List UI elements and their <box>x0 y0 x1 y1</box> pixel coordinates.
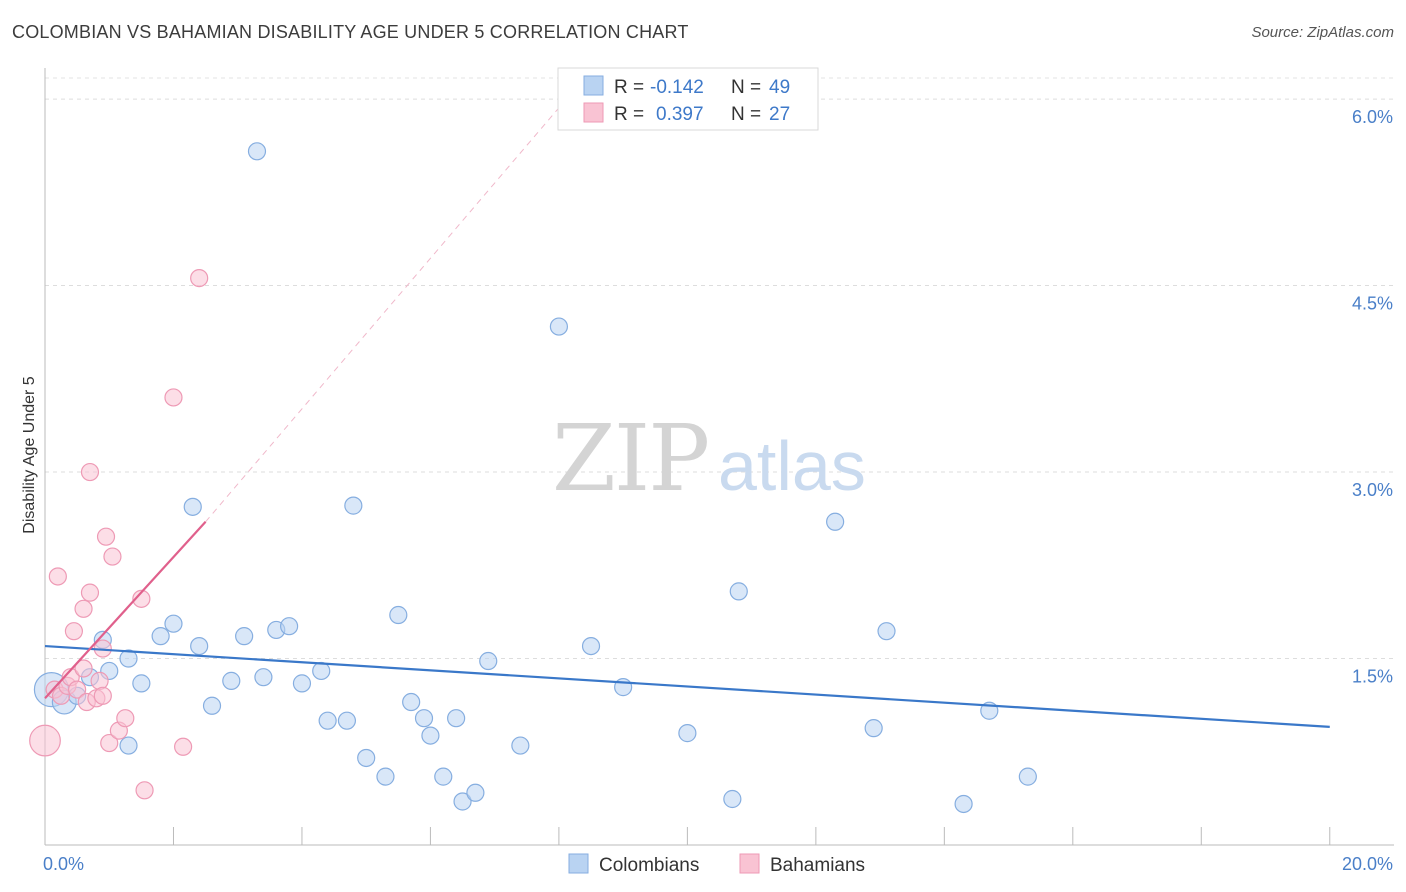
point-colombians <box>190 636 209 656</box>
point-bahamians <box>48 567 67 586</box>
point-bahamians <box>80 583 100 602</box>
point-colombians <box>357 748 376 768</box>
stats-swatch-colombians <box>583 75 604 96</box>
stats-r-value: -0.142 <box>650 77 704 98</box>
point-bahamians <box>103 547 122 566</box>
points-layer <box>29 142 1330 814</box>
trend-layer <box>205 107 560 523</box>
point-bahamians <box>29 724 61 757</box>
point-bahamians <box>132 589 151 608</box>
point-bahamians <box>80 462 100 482</box>
point-bahamians <box>190 269 209 288</box>
legend-label-colombians: Colombians <box>599 855 699 876</box>
point-colombians <box>402 692 421 712</box>
x-tick-label: 0.0% <box>43 854 84 874</box>
point-colombians <box>318 711 337 730</box>
point-colombians <box>453 792 472 811</box>
point-colombians <box>877 622 896 641</box>
point-colombians <box>466 783 485 802</box>
legend-item-bahamians[interactable]: Bahamians <box>739 853 865 876</box>
source-credit: Source: ZipAtlas.com <box>1251 24 1394 41</box>
axis-layer: 1.5% 3.0% 4.5% 6.0% 0.0% 20.0% <box>43 68 1394 874</box>
point-colombians <box>151 627 170 646</box>
legend-swatch-colombians <box>568 853 589 874</box>
point-bahamians <box>96 527 116 546</box>
point-colombians <box>864 719 883 738</box>
y-tick-label: 4.5% <box>1352 294 1393 314</box>
point-colombians <box>826 512 845 531</box>
stats-box: R = -0.142 N = 49 R = 0.397 N = 27 <box>557 67 819 131</box>
grid-layer <box>45 77 1394 660</box>
stats-n-value: 49 <box>769 77 790 98</box>
point-colombians <box>247 142 267 161</box>
legend-label-bahamians: Bahamians <box>770 855 865 876</box>
chart-title: COLOMBIAN VS BAHAMIAN DISABILITY AGE UND… <box>12 22 689 42</box>
point-colombians <box>119 649 138 668</box>
point-colombians <box>312 661 331 681</box>
watermark-atlas: atlas <box>718 427 866 505</box>
point-bahamians <box>68 680 87 699</box>
point-colombians <box>202 696 222 715</box>
stats-row-colombians: R = -0.142 N = 49 <box>583 75 790 98</box>
point-colombians <box>421 726 440 745</box>
point-colombians <box>723 789 742 809</box>
point-colombians <box>235 627 254 646</box>
y-tick-label: 1.5% <box>1352 667 1393 687</box>
point-colombians <box>389 605 408 625</box>
point-colombians <box>1018 767 1037 786</box>
point-colombians <box>376 767 395 786</box>
trend-line-bahamians <box>44 521 207 700</box>
point-bahamians <box>90 671 109 690</box>
trend-line-colombians <box>44 644 1330 728</box>
point-colombians <box>678 724 697 743</box>
point-colombians <box>132 674 151 693</box>
point-colombians <box>549 317 569 336</box>
point-colombians <box>222 671 241 690</box>
point-colombians <box>434 767 453 786</box>
watermark-zip: ZIP <box>552 405 708 512</box>
point-bahamians <box>64 622 84 641</box>
y-tick-label: 3.0% <box>1352 480 1393 500</box>
legend-item-colombians[interactable]: Colombians <box>568 853 699 876</box>
point-colombians <box>164 614 183 633</box>
point-bahamians <box>116 709 135 728</box>
stats-swatch-bahamians <box>583 102 604 123</box>
point-colombians <box>254 668 273 687</box>
point-colombians <box>344 496 363 515</box>
point-colombians <box>954 794 973 814</box>
point-bahamians <box>74 599 93 618</box>
point-bahamians <box>164 388 183 407</box>
point-colombians <box>447 709 466 728</box>
point-colombians <box>183 497 202 516</box>
y-tick-label: 6.0% <box>1352 107 1393 127</box>
point-colombians <box>729 582 748 601</box>
point-colombians <box>337 711 357 730</box>
trend-extension-bahamians <box>205 107 560 523</box>
point-colombians <box>581 636 601 656</box>
point-bahamians <box>135 781 154 800</box>
stats-n-value: 27 <box>769 104 790 125</box>
point-colombians <box>280 617 299 636</box>
y-axis-label: Disability Age Under 5 <box>21 376 38 534</box>
stats-n-label: N = <box>731 104 761 125</box>
watermark: ZIP atlas <box>552 405 866 512</box>
point-colombians <box>292 674 312 693</box>
legend-swatch-bahamians <box>739 853 760 874</box>
stats-n-label: N = <box>731 77 761 98</box>
point-bahamians <box>100 733 119 753</box>
stats-r-label: R = <box>614 104 644 125</box>
point-colombians <box>119 736 138 755</box>
point-colombians <box>479 651 498 671</box>
stats-r-value: 0.397 <box>656 104 704 125</box>
point-bahamians <box>174 737 193 756</box>
x-tick-label: 20.0% <box>1342 854 1393 874</box>
stats-row-bahamians: R = 0.397 N = 27 <box>583 102 790 125</box>
point-bahamians <box>93 686 112 705</box>
stats-r-label: R = <box>614 77 644 98</box>
point-colombians <box>511 736 530 755</box>
point-bahamians <box>74 659 93 678</box>
point-colombians <box>414 709 434 728</box>
legend: Colombians Bahamians <box>568 853 865 876</box>
